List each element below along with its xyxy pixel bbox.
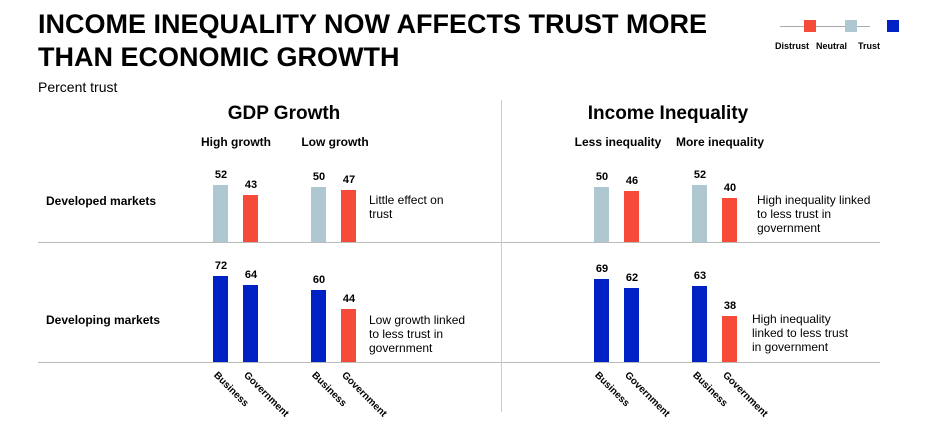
bar-developed-government — [722, 198, 737, 242]
bar-developing-business — [311, 290, 326, 362]
data-label: 60 — [312, 274, 326, 286]
bar-developing-government — [624, 287, 639, 362]
group-label: High growth — [201, 135, 271, 149]
panel-title: GDP Growth — [227, 103, 341, 124]
chart-subtitle: Percent trust — [38, 79, 118, 95]
bar-developed-government — [341, 190, 356, 242]
chart-title: INCOME INEQUALITY NOW AFFECTS TRUST MORE… — [38, 9, 707, 72]
row-label: Developed markets — [46, 194, 157, 208]
bar-developed-government — [624, 191, 639, 242]
bar-developing-government — [341, 309, 356, 362]
annotation: Little effect on trust — [369, 193, 444, 221]
annotation: High inequality linked to less trust in … — [757, 193, 871, 235]
panel-title: Income Inequality — [587, 103, 749, 124]
data-label: 38 — [723, 300, 737, 313]
data-label: 72 — [214, 259, 228, 272]
group-label: More inequality — [675, 135, 764, 149]
bar-developing-business — [692, 286, 707, 362]
data-label: 63 — [693, 270, 707, 283]
data-label: 40 — [723, 182, 737, 194]
group-label: Low growth — [301, 135, 369, 149]
annotation: High inequality linked to less trust in … — [752, 312, 849, 354]
legend-swatch-trust — [887, 20, 899, 32]
data-label: 46 — [625, 175, 639, 188]
bar-developed-business — [311, 187, 326, 242]
bar-developed-government — [243, 194, 258, 242]
bar-developed-business — [594, 187, 609, 242]
group-label: Less inequality — [574, 135, 662, 149]
x-tick-label: Government — [241, 370, 291, 420]
bar-developed-business — [692, 184, 707, 242]
baseline — [38, 242, 880, 243]
data-label: 44 — [342, 293, 356, 306]
data-label: 64 — [244, 269, 258, 282]
legend-label: Distrust — [775, 41, 810, 51]
legend-swatch-neutral — [845, 20, 857, 32]
bar-developing-government — [243, 285, 258, 362]
bar-developed-business — [213, 184, 228, 242]
data-label: 52 — [214, 168, 228, 181]
legend — [770, 20, 899, 60]
annotation: Low growth linked to less trust in gover… — [369, 313, 466, 355]
row-label: Developing markets — [46, 313, 161, 327]
legend-label: Trust — [858, 41, 881, 51]
x-tick-label: Government — [720, 370, 770, 420]
data-label: 52 — [693, 168, 707, 181]
panel-divider — [501, 100, 502, 412]
bar-developing-government — [722, 316, 737, 362]
legend-swatch-distrust — [804, 20, 816, 32]
data-label: 47 — [342, 174, 356, 187]
legend-label: Neutral — [816, 41, 848, 51]
x-tick-label: Government — [622, 370, 672, 420]
baseline — [38, 362, 880, 363]
data-label: 43 — [244, 178, 258, 191]
data-label: 50 — [312, 171, 326, 183]
data-label: 62 — [625, 271, 639, 284]
data-label: 50 — [595, 171, 609, 183]
bar-developing-business — [594, 279, 609, 362]
x-tick-label: Government — [339, 370, 389, 420]
data-label: 69 — [595, 263, 609, 276]
bar-developing-business — [213, 275, 228, 362]
